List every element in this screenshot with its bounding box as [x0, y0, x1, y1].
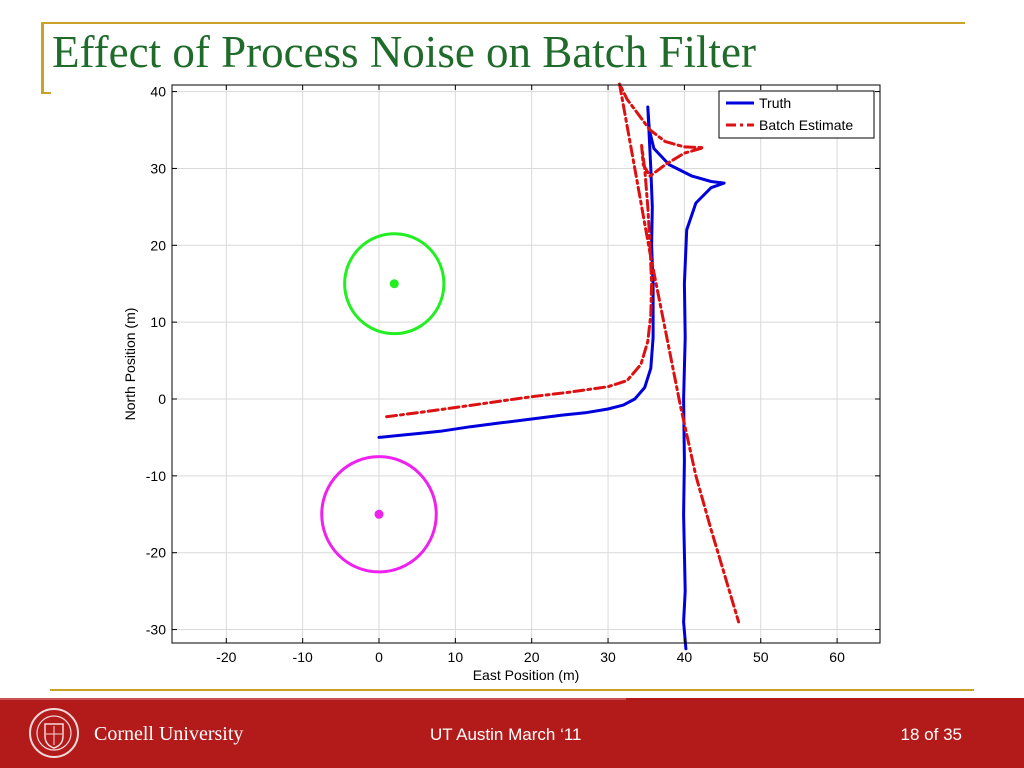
- x-tick-label: 40: [677, 649, 693, 665]
- series-layer: [377, 82, 741, 651]
- x-axis-label: East Position (m): [473, 667, 580, 683]
- legend-label-truth: Truth: [759, 95, 791, 111]
- region-circle-1: [320, 455, 438, 574]
- x-tick-label: -10: [293, 649, 313, 665]
- y-tick-label: 10: [150, 314, 166, 330]
- slide-title: Effect of Process Noise on Batch Filter: [52, 27, 757, 77]
- y-tick-label: 20: [150, 237, 166, 253]
- legend: Truth Batch Estimate: [718, 90, 875, 139]
- footer-event: UT Austin March ‘11: [430, 725, 582, 744]
- y-tick-label: -20: [146, 545, 166, 561]
- region-center-dot-1: [374, 509, 384, 519]
- footer-bar: [0, 698, 1024, 768]
- x-tick-label: 60: [829, 649, 845, 665]
- y-axis-label: North Position (m): [122, 308, 138, 421]
- grid-lines: [172, 85, 880, 643]
- footer-highlight: [0, 698, 626, 700]
- x-tick-label: 10: [448, 649, 464, 665]
- title-left-rule: [41, 22, 44, 94]
- x-tick-label: 30: [600, 649, 616, 665]
- x-tick-label: 0: [375, 649, 383, 665]
- region-center-dot-0: [389, 279, 399, 289]
- y-tick-label: -30: [146, 622, 166, 638]
- footer-brand: Cornell University: [94, 723, 244, 745]
- circles-layer: [320, 232, 446, 574]
- region-circle-0: [343, 232, 446, 336]
- y-tick-label: 0: [158, 391, 166, 407]
- footer-page-number: 18 of 35: [900, 725, 962, 744]
- title-top-rule: [41, 22, 965, 24]
- x-tick-label: 50: [753, 649, 769, 665]
- title-rule-foot: [41, 92, 51, 94]
- plot-frame: [171, 84, 881, 644]
- footer-gold-rule: [50, 689, 974, 691]
- ticks-layer: -20 -10 0 10 20 30 40 50 60 -30 -20 -10 0 10 20 30 40: [146, 84, 880, 665]
- series-line-batch-estimate: [385, 82, 741, 624]
- y-tick-label: -10: [146, 468, 166, 484]
- chart: -20 -10 0 10 20 30 40 50 60 -30 -20 -10 0 10 20 30 40 Ea…: [122, 82, 881, 683]
- x-tick-label: -20: [216, 649, 236, 665]
- cornell-seal-icon: [29, 708, 79, 758]
- series-line-truth: [377, 105, 726, 651]
- x-tick-label: 20: [524, 649, 540, 665]
- legend-label-batch-estimate: Batch Estimate: [759, 117, 853, 133]
- y-tick-label: 30: [150, 160, 166, 176]
- y-tick-label: 40: [150, 84, 166, 100]
- legend-box: [718, 90, 875, 139]
